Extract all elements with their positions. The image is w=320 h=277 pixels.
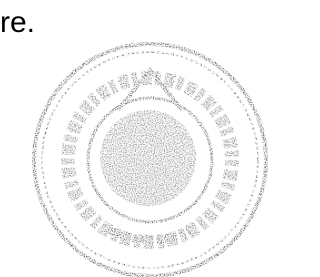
scan: re.: [0, 0, 270, 277]
text-fragment: re.: [0, 6, 35, 39]
seal-emblem: [100, 110, 196, 206]
page: re. (() => { const data = JSON.parse(doc…: [0, 0, 270, 277]
stamp-seal: [34, 44, 266, 276]
